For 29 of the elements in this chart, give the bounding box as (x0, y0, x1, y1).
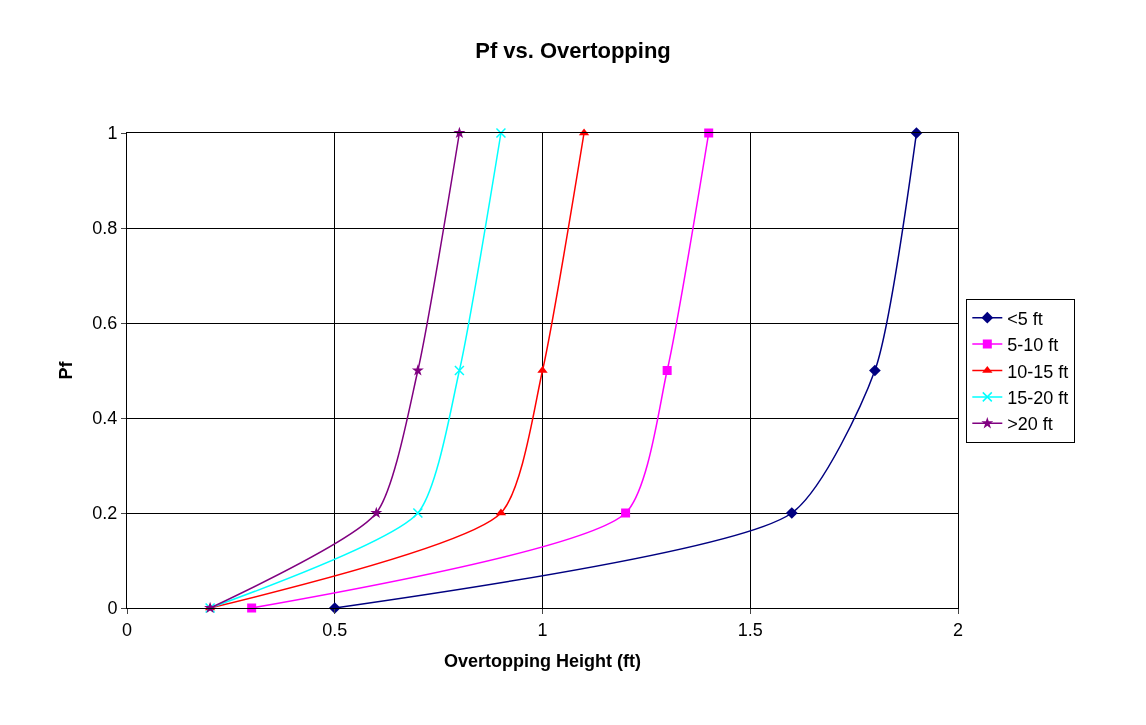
point (411, 364, 424, 376)
y-tick-label: 0 (107, 598, 118, 619)
legend-label: >20 ft (1007, 414, 1053, 435)
point (662, 366, 672, 375)
y-tick-label: 1 (107, 123, 118, 144)
y-tick-label: 0.8 (92, 218, 118, 239)
legend-label: 15-20 ft (1007, 387, 1069, 408)
point (910, 127, 923, 139)
legend-label: <5 ft (1007, 308, 1043, 329)
legend-label: 10-15 ft (1007, 361, 1069, 382)
point (621, 508, 631, 518)
y-axis-title: Pf (55, 360, 76, 380)
y-tick-label: 0.6 (92, 313, 118, 334)
y-tick-label: 0.4 (92, 408, 118, 429)
x-tick-label: 0.5 (322, 619, 348, 640)
x-tick-label: 0 (121, 619, 133, 640)
point (495, 127, 507, 139)
x-tick-label: 2 (952, 619, 964, 640)
point (785, 507, 798, 519)
chart-title: Pf vs. Overtopping (475, 38, 671, 64)
point (370, 506, 383, 519)
point (869, 364, 881, 377)
x-tick-label: 1.5 (737, 619, 763, 640)
legend-label: 5-10 ft (1007, 335, 1059, 356)
x-axis-title: Overtopping Height (ft) (444, 650, 641, 671)
y-tick-label: 0.2 (92, 503, 118, 524)
x-tick-label: 1 (537, 619, 548, 640)
point (412, 507, 424, 519)
point (454, 365, 465, 376)
